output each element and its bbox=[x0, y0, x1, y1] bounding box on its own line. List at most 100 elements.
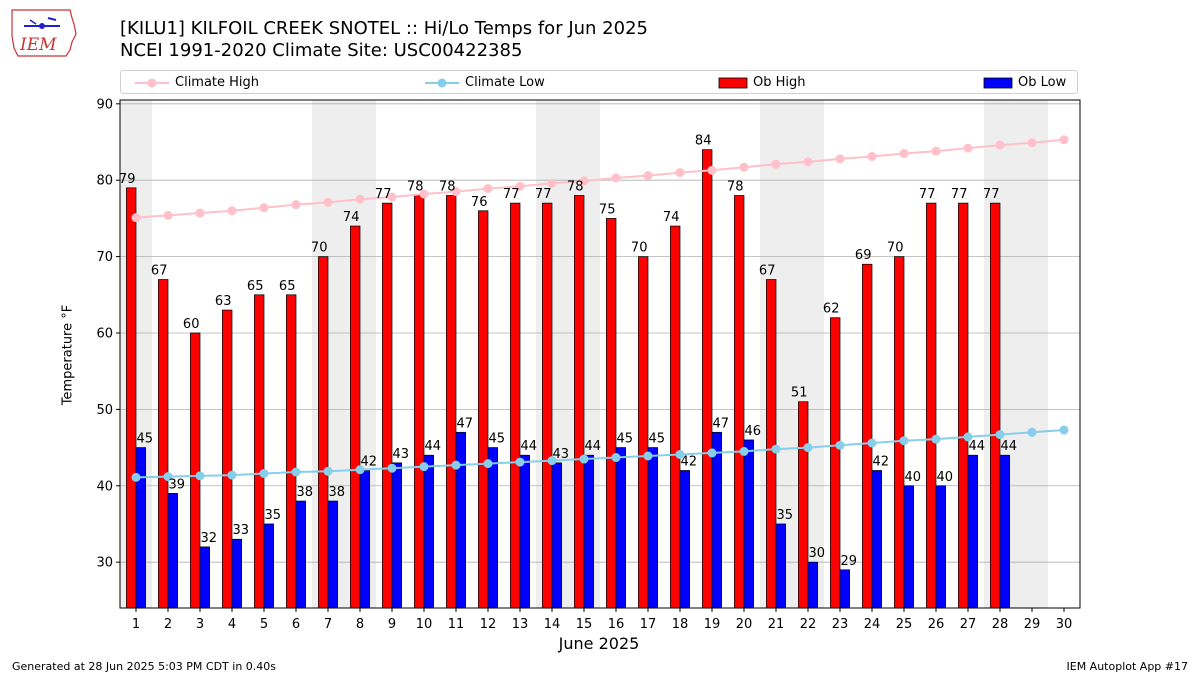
ob-high-label: 60 bbox=[183, 317, 200, 332]
x-tick-label: 7 bbox=[324, 617, 332, 632]
x-tick-label: 6 bbox=[292, 617, 300, 632]
ob-high-label: 77 bbox=[375, 187, 392, 202]
ob-high-bar bbox=[638, 256, 649, 609]
x-tick-label: 28 bbox=[992, 617, 1009, 632]
x-tick-label: 12 bbox=[480, 617, 497, 632]
x-tick-label: 19 bbox=[704, 617, 721, 632]
ob-high-label: 84 bbox=[695, 134, 712, 149]
climate-low-point bbox=[963, 432, 973, 442]
climate-low-point bbox=[899, 436, 909, 446]
ob-high-bar bbox=[670, 225, 681, 609]
climate-high-point bbox=[963, 143, 973, 153]
climate-high-point bbox=[899, 148, 909, 158]
x-tick-label: 27 bbox=[960, 617, 977, 632]
climate-low-point bbox=[643, 451, 653, 461]
ob-low-label: 33 bbox=[233, 523, 250, 538]
climate-low-point bbox=[739, 446, 749, 456]
climate-high-point bbox=[419, 189, 429, 199]
ob-high-bar bbox=[254, 294, 265, 609]
climate-low-point bbox=[387, 463, 397, 473]
climate-high-point bbox=[163, 210, 173, 220]
x-tick-label: 8 bbox=[356, 617, 364, 632]
ob-low-label: 47 bbox=[713, 416, 730, 431]
climate-low-point bbox=[579, 454, 589, 464]
x-tick-label: 9 bbox=[388, 617, 396, 632]
ob-low-label: 40 bbox=[937, 470, 954, 485]
climate-low-point bbox=[515, 457, 525, 467]
ob-high-label: 78 bbox=[567, 179, 584, 194]
logo-text: IEM bbox=[19, 35, 57, 55]
ob-high-label: 77 bbox=[951, 187, 968, 202]
ob-high-bar bbox=[830, 317, 841, 609]
generated-timestamp: Generated at 28 Jun 2025 5:03 PM CDT in … bbox=[12, 660, 277, 673]
climate-high-point bbox=[1027, 138, 1037, 148]
ob-low-label: 32 bbox=[201, 531, 218, 546]
x-tick-label: 5 bbox=[260, 617, 268, 632]
x-tick-label: 1 bbox=[132, 617, 140, 632]
ob-high-bar bbox=[862, 263, 873, 609]
app-label: IEM Autoplot App #17 bbox=[1066, 660, 1189, 673]
ob-high-bar bbox=[446, 195, 457, 609]
climate-low-point bbox=[259, 469, 269, 479]
climate-high-point bbox=[131, 213, 141, 223]
climate-low-point bbox=[931, 434, 941, 444]
ob-high-bar bbox=[798, 401, 809, 609]
ob-high-bar bbox=[222, 309, 233, 609]
climate-high-line bbox=[135, 138, 1065, 219]
ob-high-bar bbox=[606, 218, 617, 609]
ob-low-label: 42 bbox=[873, 454, 890, 469]
ob-high-label: 77 bbox=[983, 187, 1000, 202]
x-tick-label: 14 bbox=[544, 617, 561, 632]
ob-low-bar bbox=[423, 454, 434, 609]
climate-high-point bbox=[739, 162, 749, 172]
x-axis-label: June 2025 bbox=[558, 634, 640, 653]
ob-high-bar bbox=[574, 195, 585, 609]
climate-high-point bbox=[227, 206, 237, 216]
ob-low-bar bbox=[807, 561, 818, 609]
ob-high-bar bbox=[766, 279, 777, 609]
climate-low-point bbox=[995, 430, 1005, 440]
ob-low-bar bbox=[679, 470, 690, 609]
ob-high-label: 78 bbox=[407, 179, 424, 194]
ob-high-bar bbox=[286, 294, 297, 609]
ob-low-bar bbox=[519, 454, 530, 609]
climate-high-point bbox=[451, 187, 461, 197]
ob-high-bar bbox=[350, 225, 361, 609]
climate-high-point bbox=[611, 173, 621, 183]
x-tick-label: 26 bbox=[928, 617, 945, 632]
ob-high-label: 77 bbox=[919, 187, 936, 202]
x-tick-label: 30 bbox=[1056, 617, 1073, 632]
ob-high-bar bbox=[190, 332, 201, 609]
ob-high-label: 62 bbox=[823, 302, 840, 317]
x-tick-label: 11 bbox=[448, 617, 465, 632]
ob-high-label: 67 bbox=[759, 264, 776, 279]
climate-low-point bbox=[611, 453, 621, 463]
ob-high-label: 78 bbox=[727, 179, 744, 194]
ob-low-label: 45 bbox=[137, 432, 154, 447]
x-tick-label: 15 bbox=[576, 617, 593, 632]
ob-high-bar bbox=[478, 210, 489, 609]
weekend-shade bbox=[1016, 100, 1048, 608]
y-tick-label: 80 bbox=[96, 174, 113, 189]
climate-high-point bbox=[867, 152, 877, 162]
climate-high-point bbox=[355, 194, 365, 204]
x-tick-label: 16 bbox=[608, 617, 625, 632]
ob-low-bar bbox=[487, 447, 498, 609]
x-tick-label: 22 bbox=[800, 617, 817, 632]
ob-low-label: 44 bbox=[1001, 439, 1018, 454]
ob-high-bar bbox=[126, 187, 137, 609]
ob-high-label: 65 bbox=[279, 279, 296, 294]
ob-low-label: 39 bbox=[169, 477, 186, 492]
legend-label: Ob High bbox=[753, 75, 806, 90]
climate-low-point bbox=[803, 443, 813, 453]
ob-high-bar bbox=[894, 256, 905, 609]
ob-low-label: 45 bbox=[489, 432, 506, 447]
climate-high-point bbox=[387, 192, 397, 202]
ob-low-bar bbox=[967, 454, 978, 609]
legend-label: Ob Low bbox=[1018, 75, 1067, 90]
climate-high-point bbox=[643, 171, 653, 181]
chart-subtitle: NCEI 1991-2020 Climate Site: USC00422385 bbox=[120, 40, 523, 61]
climate-low-point bbox=[675, 449, 685, 459]
legend: Climate High Climate Low Ob High Ob Low bbox=[120, 70, 1078, 94]
